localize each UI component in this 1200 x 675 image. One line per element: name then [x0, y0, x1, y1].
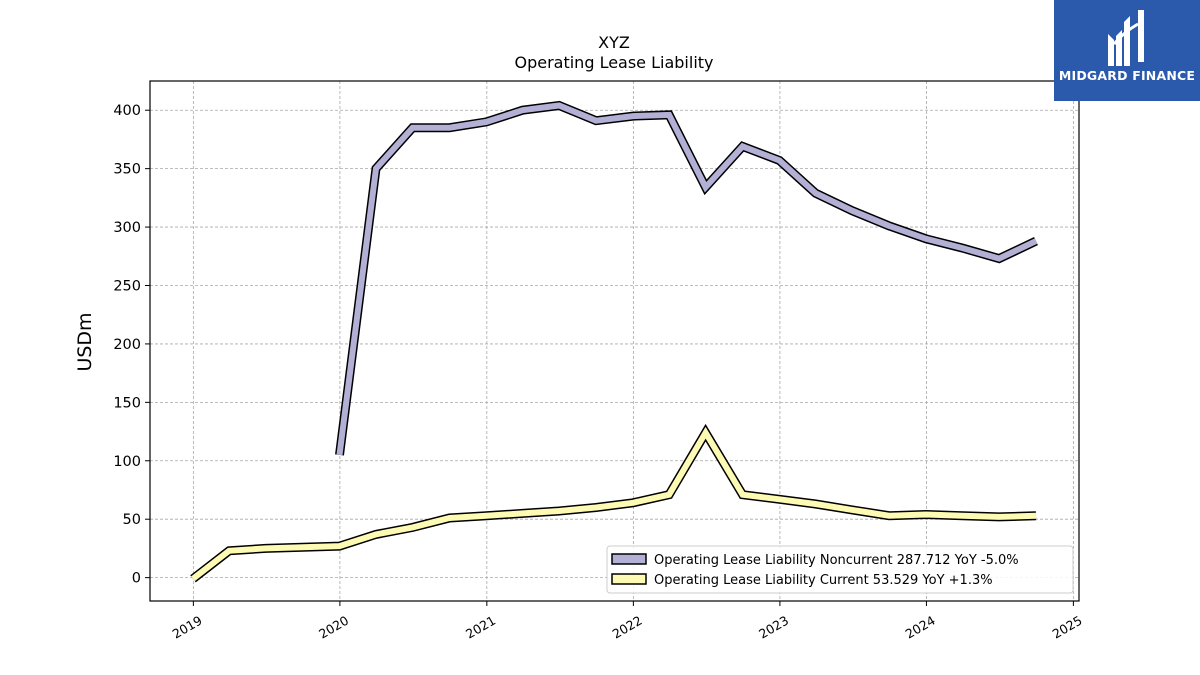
legend-box — [606, 545, 1074, 594]
legend-label-2: Operating Lease Liability Current 53.529… — [654, 573, 993, 588]
x-axis: 2019 2020 2021 2022 2023 2024 2025 — [170, 601, 1085, 642]
plot-frame — [149, 80, 1080, 602]
y-tick-label: 200 — [113, 337, 141, 353]
x-tick-label: 2025 — [1050, 613, 1085, 642]
y-tick-label: 250 — [113, 278, 141, 294]
x-tick-label: 2022 — [610, 613, 645, 642]
y-tick-label: 100 — [113, 454, 141, 470]
y-axis: 0 50 100 150 200 250 300 350 400 — [113, 103, 150, 587]
y-tick-label: 350 — [113, 162, 141, 178]
x-tick-label: 2021 — [463, 613, 498, 642]
legend-swatch-1 — [611, 553, 647, 565]
y-axis-label: USDm — [74, 312, 96, 371]
chart-subtitle: Operating Lease Liability — [514, 53, 713, 72]
x-tick-label: 2019 — [170, 613, 205, 642]
series-line-2 — [191, 426, 1037, 582]
y-tick-label: 400 — [113, 103, 141, 119]
logo-text: MIDGARD FINANCE — [1058, 68, 1196, 83]
brand-logo: MIDGARD FINANCE — [1054, 0, 1200, 101]
y-tick-label: 300 — [113, 220, 141, 236]
y-tick-label: 50 — [123, 512, 141, 528]
legend: Operating Lease Liability Noncurrent 287… — [606, 545, 1074, 594]
y-tick-label: 150 — [113, 395, 141, 411]
grid-lines — [150, 81, 1079, 601]
series-line-1 — [336, 102, 1038, 456]
y-tick-label: 0 — [132, 571, 141, 587]
legend-label-1: Operating Lease Liability Noncurrent 287… — [654, 553, 1019, 568]
chart-title: XYZ — [598, 33, 630, 52]
x-tick-label: 2020 — [316, 613, 351, 642]
legend-swatch-2 — [611, 573, 647, 585]
x-tick-label: 2023 — [756, 613, 791, 642]
logo-mark-icon — [1054, 0, 1200, 101]
series-lines — [190, 100, 1038, 583]
x-tick-label: 2024 — [903, 613, 938, 642]
